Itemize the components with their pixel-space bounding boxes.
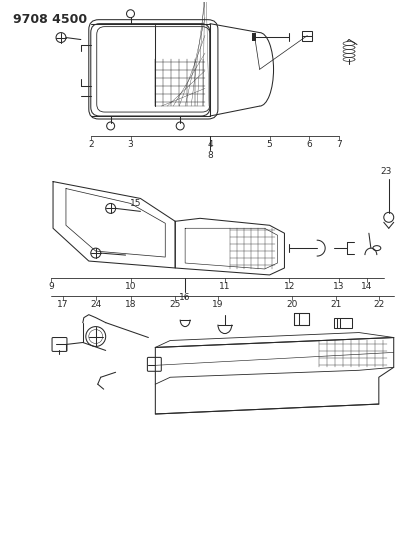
Text: 17: 17 — [57, 300, 69, 309]
Text: 14: 14 — [361, 282, 373, 292]
Bar — [294, 313, 309, 325]
Text: 20: 20 — [287, 300, 298, 309]
Bar — [252, 33, 256, 41]
Bar — [302, 30, 312, 41]
Text: 10: 10 — [125, 282, 136, 292]
Text: 21: 21 — [330, 300, 342, 309]
Text: 11: 11 — [219, 282, 231, 292]
Text: 19: 19 — [212, 300, 224, 309]
Text: 15: 15 — [130, 199, 141, 208]
Text: 2: 2 — [88, 140, 94, 149]
Text: 18: 18 — [125, 300, 136, 309]
Text: 7: 7 — [336, 140, 342, 149]
Text: 16: 16 — [179, 293, 191, 302]
Text: 3: 3 — [128, 140, 134, 149]
Text: 13: 13 — [333, 282, 345, 292]
Text: 23: 23 — [380, 167, 391, 176]
Text: 4: 4 — [207, 140, 213, 149]
Bar — [334, 318, 352, 328]
Text: 9708 4500: 9708 4500 — [13, 13, 88, 26]
Text: 25: 25 — [169, 300, 181, 309]
Text: 5: 5 — [267, 140, 272, 149]
Text: 9: 9 — [48, 282, 54, 292]
Text: 8: 8 — [207, 151, 213, 160]
Text: 22: 22 — [373, 300, 384, 309]
Text: 6: 6 — [307, 140, 312, 149]
Text: 12: 12 — [284, 282, 295, 292]
Text: 24: 24 — [90, 300, 102, 309]
